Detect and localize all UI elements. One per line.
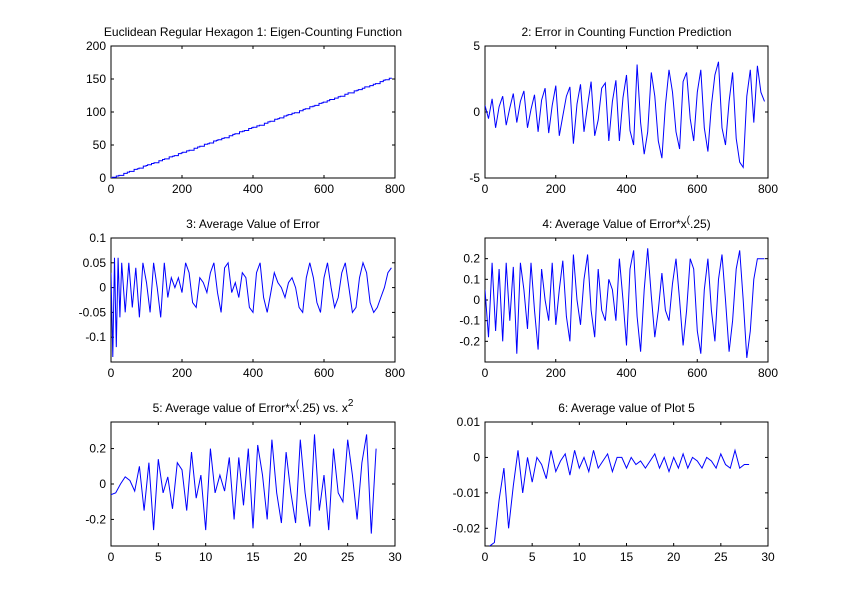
chart-title: Euclidean Regular Hexagon 1: Eigen-Count… xyxy=(104,25,402,39)
y-tick-label: 50 xyxy=(93,138,107,152)
x-tick-label: 400 xyxy=(616,366,636,380)
y-tick-label: -0.2 xyxy=(85,512,106,526)
chart-title: 5: Average value of Error*x(.25) vs. x2 xyxy=(153,398,354,415)
y-tick-label: 0.2 xyxy=(463,252,480,266)
x-tick-label: 400 xyxy=(243,366,263,380)
x-tick-label: 200 xyxy=(546,182,566,196)
y-tick-label: 5 xyxy=(473,39,480,53)
series-line-1 xyxy=(111,257,392,358)
x-tick-label: 600 xyxy=(687,182,707,196)
chart-title: 6: Average value of Plot 5 xyxy=(558,401,695,415)
axes-box xyxy=(484,45,769,179)
x-tick-label: 600 xyxy=(314,182,334,196)
y-tick-label: 0.01 xyxy=(457,415,481,429)
axes-box xyxy=(484,421,769,547)
axes-box xyxy=(110,45,396,179)
chart-title: 2: Error in Counting Function Prediction xyxy=(521,25,731,39)
x-tick-label: 20 xyxy=(667,550,681,564)
x-tick-label: 400 xyxy=(243,182,263,196)
x-tick-label: 800 xyxy=(385,182,405,196)
x-tick-label: 200 xyxy=(172,366,192,380)
y-tick-label: -0.05 xyxy=(79,305,107,319)
series-line-1 xyxy=(485,248,765,358)
subplot-3: 3: Average Value of Error 0 200 400 600 800 -0… xyxy=(79,217,406,380)
x-tick-label: 600 xyxy=(314,366,334,380)
y-tick-label: 0 xyxy=(473,293,480,307)
y-tick-label: -0.1 xyxy=(85,330,106,344)
y-tick-label: -0.2 xyxy=(459,334,480,348)
x-tick-label: 200 xyxy=(172,182,192,196)
x-tick-label: 15 xyxy=(620,550,634,564)
x-tick-label: 25 xyxy=(714,550,728,564)
x-tick-label: 10 xyxy=(573,550,587,564)
x-tick-label: 5 xyxy=(155,550,162,564)
x-tick-label: 0 xyxy=(108,366,115,380)
y-tick-label: -0.02 xyxy=(453,521,481,535)
x-tick-label: 10 xyxy=(199,550,213,564)
y-tick-label: -0.01 xyxy=(453,486,481,500)
x-tick-label: 800 xyxy=(385,366,405,380)
y-tick-label: 0 xyxy=(99,281,106,295)
y-tick-label: -0.1 xyxy=(459,314,480,328)
series-line-1 xyxy=(489,448,750,546)
x-tick-label: 5 xyxy=(529,550,536,564)
y-tick-label: 0 xyxy=(99,477,106,491)
series-line-1 xyxy=(485,61,765,169)
y-tick-label: 150 xyxy=(86,72,106,86)
x-tick-label: 0 xyxy=(482,366,489,380)
axes-box xyxy=(110,237,396,363)
x-tick-label: 200 xyxy=(546,366,566,380)
x-tick-label: 400 xyxy=(616,182,636,196)
x-tick-label: 25 xyxy=(341,550,355,564)
subplot-2: 2: Error in Counting Function Prediction… xyxy=(469,25,778,196)
y-tick-label: 100 xyxy=(86,105,106,119)
subplot-6: 6: Average value of Plot 5 0 5 10 15 20 25 30 -0… xyxy=(453,401,775,564)
subplot-grid: Euclidean Regular Hexagon 1: Eigen-Count… xyxy=(79,25,779,564)
chart-title: 3: Average Value of Error xyxy=(186,217,320,231)
y-tick-label: 0 xyxy=(473,450,480,464)
subplot-5: 5: Average value of Error*x(.25) vs. x2 0… xyxy=(85,398,402,564)
y-tick-label: 0.1 xyxy=(463,272,480,286)
y-tick-label: 0.2 xyxy=(89,442,106,456)
y-tick-label: 0.1 xyxy=(89,231,106,245)
y-tick-label: 0 xyxy=(473,105,480,119)
y-tick-label: 200 xyxy=(86,39,106,53)
y-tick-label: 0.05 xyxy=(83,256,107,270)
series-line-1 xyxy=(111,434,377,534)
x-tick-label: 0 xyxy=(108,182,115,196)
x-tick-label: 0 xyxy=(108,550,115,564)
x-tick-label: 30 xyxy=(388,550,402,564)
x-tick-label: 800 xyxy=(758,366,778,380)
subplot-1: Euclidean Regular Hexagon 1: Eigen-Count… xyxy=(86,25,405,196)
x-tick-label: 0 xyxy=(482,182,489,196)
x-tick-label: 600 xyxy=(687,366,707,380)
x-tick-label: 800 xyxy=(758,182,778,196)
y-tick-label: -5 xyxy=(469,171,480,185)
x-tick-label: 0 xyxy=(482,550,489,564)
x-tick-label: 20 xyxy=(294,550,308,564)
y-tick-label: 0 xyxy=(99,171,106,185)
series-line-1 xyxy=(111,77,392,178)
subplot-4: 4: Average Value of Error*x(.25) 0 200 400 6… xyxy=(459,215,778,380)
x-tick-label: 30 xyxy=(761,550,775,564)
chart-title: 4: Average Value of Error*x(.25) xyxy=(542,215,710,231)
x-tick-label: 15 xyxy=(246,550,260,564)
